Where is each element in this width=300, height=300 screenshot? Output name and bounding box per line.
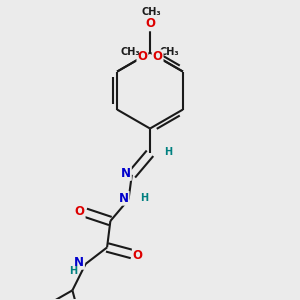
Text: O: O — [153, 50, 163, 63]
Text: H: H — [69, 266, 77, 276]
Text: N: N — [121, 167, 131, 180]
Text: N: N — [74, 256, 84, 269]
Text: CH₃: CH₃ — [121, 46, 140, 57]
Text: N: N — [118, 192, 129, 205]
Text: H: H — [140, 193, 148, 203]
Text: CH₃: CH₃ — [160, 46, 179, 57]
Text: CH₃: CH₃ — [141, 7, 161, 17]
Text: O: O — [75, 205, 85, 218]
Text: O: O — [133, 248, 143, 262]
Text: O: O — [145, 17, 155, 30]
Text: O: O — [137, 50, 147, 63]
Text: H: H — [164, 147, 172, 157]
